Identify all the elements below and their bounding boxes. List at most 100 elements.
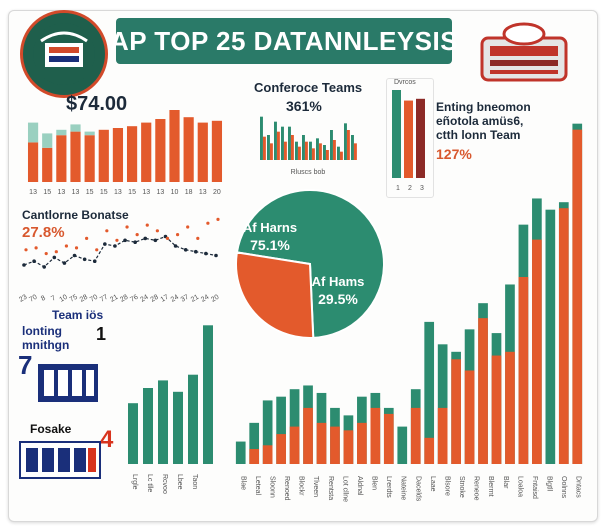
scatter-orange-point — [216, 217, 220, 221]
big-bar-tick-label: Renoed — [283, 476, 290, 501]
big-bar-tick-label: Dacelds — [414, 476, 421, 502]
scatter-line-point — [173, 244, 178, 248]
chart-conference-teams: Rluscs bob — [260, 116, 357, 176]
scatter-line-point — [22, 263, 26, 267]
left-green-tick-label: Taon — [191, 474, 198, 489]
big-bar-tick-label: Reneoe — [473, 476, 480, 501]
big-bar-tick-label: Blockr — [298, 476, 305, 496]
scatter-orange-point — [165, 236, 170, 240]
top-left-bar-teal — [27, 122, 39, 143]
four-number: 4 — [100, 426, 114, 453]
conference-bar-orange — [325, 150, 329, 160]
top-left-bar-teal — [56, 129, 67, 136]
scatter-orange-point — [115, 238, 119, 242]
big-bar-tick-label: Nateine — [400, 476, 407, 500]
leading-label: lonting mnithgn — [22, 324, 70, 352]
big-bar-orange — [276, 434, 286, 464]
chart-pie: Af Harns 75.1% Af Hams 29.5% — [235, 189, 385, 338]
ending-title: Enting bneomon eñotola amüs6, ctth lonn … — [436, 100, 531, 142]
big-bar-teal — [249, 422, 260, 464]
ending-bar — [416, 98, 425, 178]
scatter-line-point — [214, 253, 218, 258]
big-bar-orange — [558, 208, 569, 464]
ending-bar — [404, 109, 413, 178]
conference-bar-teal — [316, 138, 319, 160]
scatter-line-point — [72, 253, 77, 258]
big-bar-orange — [357, 422, 367, 464]
scatter-orange-point — [175, 233, 180, 237]
big-bar-orange — [424, 437, 435, 464]
big-bar-orange — [410, 407, 421, 464]
big-bar-teal — [424, 321, 435, 464]
scatter-tick-label: 10 — [59, 294, 69, 304]
chart-top-left-bars: $74.00 13 15 13 13 15 15 13 15 13 13 10 18 13 20 — [27, 93, 223, 196]
big-bar-orange — [330, 426, 340, 464]
big-bar-orange — [316, 422, 327, 464]
top-left-bar-orange — [141, 122, 152, 182]
scatter-tick-label: 21 — [190, 294, 200, 304]
scatter-line-point — [32, 259, 36, 263]
top-left-bar-orange — [98, 129, 109, 182]
left-green-bar — [203, 325, 213, 464]
conference-teams-value: 361% — [286, 98, 322, 114]
top-left-tick-label: 13 — [29, 189, 37, 196]
conference-bar-teal — [351, 135, 354, 160]
scatter-orange-point — [54, 250, 58, 254]
pie-slice-label: Af Hams — [312, 274, 365, 289]
top-left-bar-teal — [70, 124, 81, 132]
big-bar-tick-label: Loaloa — [516, 476, 523, 497]
scatter-line-point — [153, 238, 158, 243]
big-bar-tick-label: Stnoke — [458, 476, 465, 498]
scatter-tick-label: 37 — [180, 294, 190, 304]
left-green-tick-label: Rcvoo — [161, 474, 168, 494]
team-label: Team iös — [52, 308, 104, 322]
top-left-tick-label: 20 — [213, 189, 221, 196]
conference-bar-orange — [283, 141, 287, 160]
big-bar-tick-label: Blar — [502, 476, 509, 489]
ending-tick-label: 2 — [408, 185, 412, 192]
conference-bar-orange — [269, 143, 273, 160]
scatter-tick-label: 28 — [79, 294, 89, 304]
top-left-bar-orange — [42, 147, 53, 182]
scatter-line-point — [113, 244, 117, 248]
big-bar-tick-label: Blae — [239, 476, 246, 490]
conference-teams-title: Conferoce Teams — [254, 80, 363, 95]
scatter-line-point — [143, 236, 148, 241]
top-left-tick-label: 15 — [128, 189, 136, 196]
team-logo-right — [476, 20, 572, 88]
big-bar-tick-label: Oolnns — [560, 476, 567, 499]
carolina-value: 27.8% — [22, 224, 65, 241]
left-green-bar — [158, 380, 168, 464]
scatter-tick-label: 23 — [18, 294, 28, 304]
top-left-bar-orange — [197, 122, 208, 182]
ending-tick-label: 3 — [420, 185, 424, 192]
top-left-bar-orange — [169, 110, 180, 182]
fossae-label: Fosake — [30, 422, 72, 436]
top-left-bar-orange — [155, 119, 166, 182]
scatter-orange-point — [24, 248, 28, 252]
left-green-bar — [173, 391, 183, 464]
big-bar-orange — [451, 359, 461, 464]
conference-bar-orange — [346, 130, 350, 160]
scatter-tick-label: 7 — [50, 295, 57, 303]
left-green-bar — [188, 374, 198, 464]
scatter-orange-point — [105, 229, 109, 233]
conference-bar-teal — [295, 141, 298, 160]
team-logo-left — [20, 10, 108, 98]
scatter-tick-label: 8 — [40, 295, 47, 303]
big-bar-teal — [437, 344, 448, 464]
conference-bar-teal — [288, 126, 291, 160]
scatter-tick-label: 28 — [119, 294, 129, 304]
big-bar-orange — [343, 430, 354, 464]
big-bar-tick-label: Lot cllne — [341, 476, 348, 502]
jersey-graphic — [18, 440, 102, 480]
scatter-line-point — [52, 255, 57, 260]
top-left-tick-label: 13 — [142, 189, 150, 196]
scatter-line-point — [103, 242, 107, 246]
ending-value: 127% — [436, 146, 472, 162]
page-title: AP TOP 25 DATANNLEYSIS — [109, 25, 459, 56]
scatter-tick-label: 20 — [210, 294, 220, 304]
big-bar-orange — [518, 277, 529, 464]
big-bar-orange — [289, 426, 300, 464]
big-bar-orange — [491, 355, 502, 464]
